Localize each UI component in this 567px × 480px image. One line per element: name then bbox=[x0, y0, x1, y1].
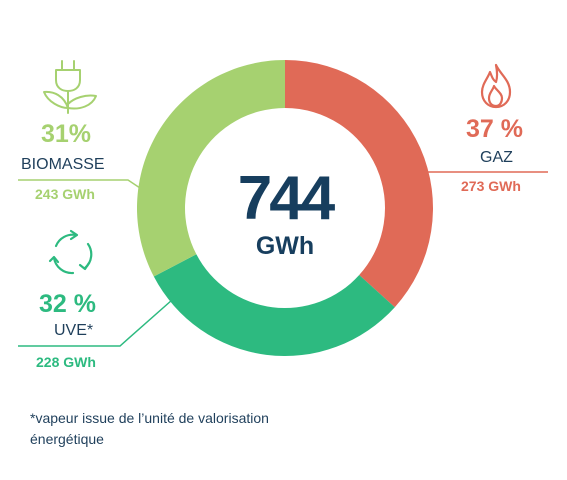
uve-percent: 32 % bbox=[39, 290, 96, 318]
recycle-arrows-icon bbox=[48, 229, 93, 275]
total-unit: GWh bbox=[255, 232, 315, 260]
flame-icon bbox=[480, 63, 512, 109]
biomasse-value: 243 GWh bbox=[35, 186, 95, 202]
total-value: 744 bbox=[237, 164, 335, 233]
gaz-value: 273 GWh bbox=[461, 178, 521, 194]
uve-value: 228 GWh bbox=[36, 354, 96, 370]
biomasse-label: BIOMASSE bbox=[21, 156, 105, 173]
plug-leaf-icon bbox=[43, 60, 97, 114]
biomasse-percent: 31% bbox=[41, 120, 92, 148]
uve-label: UVE* bbox=[54, 322, 94, 339]
donut-slice-biomasse bbox=[137, 60, 285, 277]
gaz-percent: 37 % bbox=[466, 115, 523, 143]
donut-slices bbox=[137, 60, 433, 357]
donut-slice-gaz bbox=[285, 60, 433, 308]
footnote: *vapeur issue de l’unité de valorisation… bbox=[30, 410, 269, 447]
donut-slice-uve bbox=[153, 254, 395, 357]
gaz-label: GAZ bbox=[480, 149, 513, 166]
leader-line-uve bbox=[18, 299, 173, 347]
